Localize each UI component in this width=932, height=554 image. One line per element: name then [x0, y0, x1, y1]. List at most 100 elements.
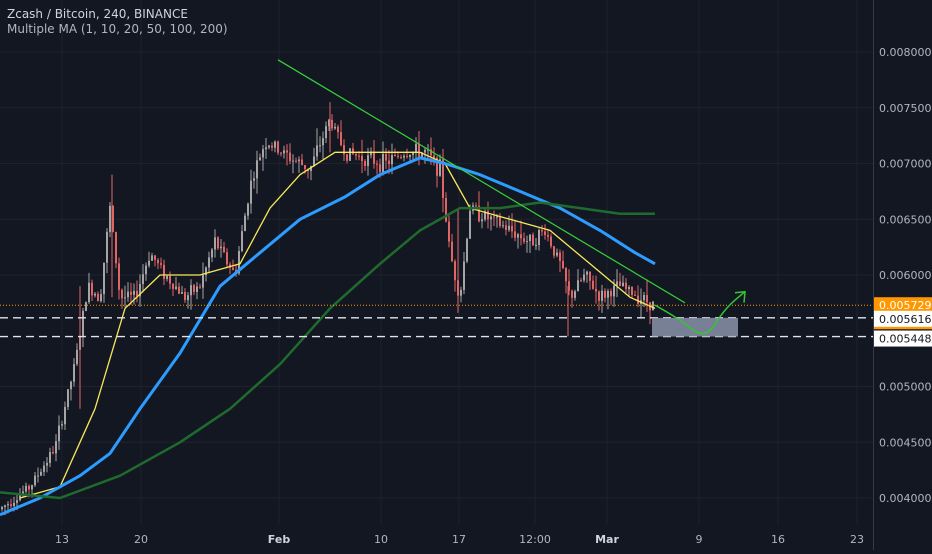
candle-body	[310, 165, 312, 171]
candle-body	[487, 211, 489, 220]
candle-body	[388, 160, 390, 165]
candle-body	[445, 197, 447, 222]
candle-body	[430, 149, 432, 156]
candle-body	[277, 141, 279, 153]
candle-body	[109, 205, 111, 232]
candle-body	[586, 271, 588, 275]
price-axis-separator	[873, 0, 874, 550]
candle-body	[52, 452, 54, 454]
indicator-label[interactable]: Multiple MA (1, 10, 20, 50, 100, 200)	[7, 22, 228, 36]
candle-body	[232, 267, 234, 270]
candle-body	[55, 441, 57, 454]
candle-body	[97, 293, 99, 302]
candle-body	[628, 287, 630, 289]
candle-body	[373, 151, 375, 164]
candle-body	[319, 145, 321, 147]
candle-body	[262, 149, 264, 158]
candle-body	[190, 285, 192, 296]
y-tick-label: 0.008000	[879, 46, 932, 59]
candle-body	[436, 157, 438, 176]
symbol-title[interactable]: Zcash / Bitcoin, 240, BINANCE	[7, 7, 188, 21]
candle-body	[346, 154, 348, 161]
x-tick-label: 17	[452, 533, 466, 546]
candle-body	[118, 263, 120, 290]
candle-body	[352, 148, 354, 154]
candle-body	[202, 275, 204, 288]
candle-body	[298, 159, 300, 162]
candle-body	[505, 225, 507, 230]
candle-body	[520, 234, 522, 239]
candle-body	[424, 149, 426, 153]
candle-body	[403, 155, 405, 158]
candle-body	[421, 152, 423, 158]
candle-body	[91, 282, 93, 296]
candle-body	[358, 155, 360, 157]
candle-body	[643, 294, 645, 301]
candle-body	[364, 161, 366, 167]
candle-body	[382, 154, 384, 173]
projection-arrowhead	[734, 290, 746, 303]
candle-body	[301, 159, 303, 165]
candle-body	[466, 238, 468, 262]
candle-body	[43, 465, 45, 472]
candle-body	[208, 257, 210, 268]
candle-body	[556, 252, 558, 256]
target-zone	[652, 317, 738, 337]
candle-body	[7, 504, 9, 506]
candle-body	[565, 267, 567, 282]
candle-body	[103, 262, 105, 295]
candle-body	[625, 282, 627, 289]
candle-body	[178, 286, 180, 294]
candle-body	[283, 150, 285, 154]
candle-body	[181, 292, 183, 294]
candle-body	[76, 349, 78, 365]
last-price-badge-bg	[874, 297, 932, 314]
candle-body	[94, 293, 96, 296]
candle-body	[589, 271, 591, 281]
support-badge: 0.005616	[874, 310, 932, 327]
candle-body	[331, 119, 333, 129]
candle-body	[316, 145, 318, 157]
candle-body	[652, 301, 654, 311]
candle-body	[637, 295, 639, 304]
candle-body	[34, 475, 36, 486]
candle-body	[415, 143, 417, 153]
candle-body	[412, 152, 414, 155]
candle-body	[601, 290, 603, 301]
candle-body	[418, 143, 420, 158]
candle-body	[211, 249, 213, 258]
candle-body	[184, 292, 186, 301]
candle-body	[394, 155, 396, 157]
candle-body	[370, 151, 372, 156]
x-tick-label: Mar	[595, 533, 619, 546]
candle-body	[82, 310, 84, 337]
candle-body	[112, 205, 114, 232]
candle-body	[145, 265, 147, 275]
ma-line-green	[0, 201, 655, 500]
candle-body	[64, 406, 66, 425]
candle-body	[493, 216, 495, 218]
candle-body	[205, 267, 207, 276]
candle-body	[517, 234, 519, 238]
x-tick-label: 9	[696, 533, 703, 546]
candle-body	[406, 155, 408, 157]
candle-body	[58, 425, 60, 442]
candle-body	[247, 203, 249, 216]
candle-body	[622, 282, 624, 287]
y-tick-label: 0.007500	[879, 102, 932, 115]
candle-body	[490, 216, 492, 220]
candle-body	[238, 251, 240, 274]
candle-body	[100, 294, 102, 302]
candle-body	[199, 286, 201, 288]
x-tick-label: 16	[771, 533, 785, 546]
candle-body	[550, 236, 552, 247]
candle-body	[433, 155, 435, 158]
candle-body	[46, 462, 48, 466]
candle-body	[598, 291, 600, 301]
candle-body	[196, 286, 198, 293]
candle-body	[634, 294, 636, 296]
candle-body	[529, 234, 531, 242]
candle-body	[115, 231, 117, 264]
